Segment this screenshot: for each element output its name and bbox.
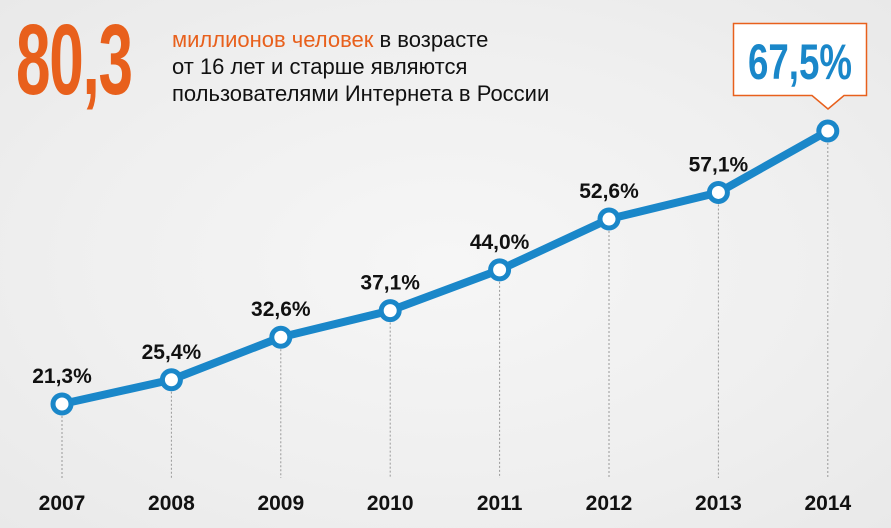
headline-line2: от 16 лет и старше являются bbox=[172, 54, 468, 79]
data-point bbox=[378, 299, 402, 323]
headline-accent: миллионов человек bbox=[172, 27, 374, 52]
data-label: 37,1% bbox=[360, 272, 420, 295]
headline-line3: пользователями Интернета в России bbox=[172, 81, 550, 106]
data-point bbox=[50, 392, 74, 416]
data-point bbox=[816, 119, 840, 143]
x-tick-label: 2009 bbox=[257, 492, 304, 515]
data-point bbox=[488, 258, 512, 282]
data-point bbox=[706, 180, 730, 204]
data-label: 57,1% bbox=[689, 153, 749, 176]
x-tick-label: 2008 bbox=[148, 492, 195, 515]
callout: 67,5% bbox=[732, 22, 868, 110]
data-point bbox=[597, 207, 621, 231]
data-point bbox=[269, 325, 293, 349]
x-tick-label: 2013 bbox=[695, 492, 742, 515]
x-tick-label: 2010 bbox=[367, 492, 414, 515]
headline-text: миллионов человек в возрасте от 16 лет и… bbox=[172, 26, 549, 107]
data-label: 32,6% bbox=[251, 298, 311, 321]
headline-line1: в возрасте bbox=[373, 27, 489, 52]
data-label: 44,0% bbox=[470, 231, 530, 254]
data-label: 21,3% bbox=[32, 365, 92, 388]
x-tick-label: 2011 bbox=[477, 492, 523, 515]
data-label: 25,4% bbox=[142, 341, 202, 364]
x-tick-label: 2007 bbox=[39, 492, 86, 515]
headline-number: 80,3 bbox=[16, 4, 133, 116]
x-tick-label: 2014 bbox=[804, 492, 851, 515]
callout-value: 67,5% bbox=[748, 34, 852, 90]
callout-box bbox=[732, 22, 868, 110]
series-line bbox=[58, 127, 832, 408]
data-label: 52,6% bbox=[579, 180, 639, 203]
data-point bbox=[159, 368, 183, 392]
x-tick-label: 2012 bbox=[586, 492, 633, 515]
